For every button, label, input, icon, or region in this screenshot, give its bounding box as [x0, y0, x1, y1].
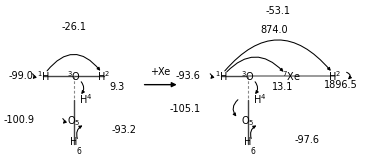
Text: +Xe: +Xe: [150, 67, 171, 77]
Text: 9.3: 9.3: [110, 82, 125, 92]
Text: H$^2$: H$^2$: [98, 69, 110, 83]
Text: H$^4$: H$^4$: [253, 93, 266, 107]
Text: -100.9: -100.9: [4, 115, 35, 125]
Text: $^7$Xe: $^7$Xe: [282, 69, 301, 83]
Text: $^{3}$O: $^{3}$O: [67, 69, 81, 83]
Text: $^{3}$O: $^{3}$O: [241, 69, 254, 83]
Text: O$_5$: O$_5$: [67, 114, 81, 128]
Text: -93.2: -93.2: [112, 125, 136, 135]
Text: O$_5$: O$_5$: [241, 114, 254, 128]
Text: 13.1: 13.1: [272, 82, 294, 92]
Text: 6: 6: [77, 147, 82, 156]
Text: H: H: [244, 137, 251, 147]
Text: 874.0: 874.0: [260, 25, 288, 35]
Text: H$^4$: H$^4$: [79, 93, 93, 107]
Text: 6: 6: [251, 147, 256, 156]
Text: -93.6: -93.6: [175, 71, 200, 81]
Text: -105.1: -105.1: [169, 104, 200, 114]
Text: H$^2$: H$^2$: [328, 69, 341, 83]
Text: 1896.5: 1896.5: [324, 80, 357, 90]
Text: -53.1: -53.1: [265, 6, 290, 16]
Text: $^{1}$H: $^{1}$H: [215, 69, 228, 83]
Text: H: H: [70, 137, 77, 147]
Text: $^{1}$H: $^{1}$H: [37, 69, 50, 83]
Text: -97.6: -97.6: [295, 135, 320, 145]
Text: -26.1: -26.1: [61, 22, 86, 32]
Text: -99.0: -99.0: [8, 71, 33, 81]
